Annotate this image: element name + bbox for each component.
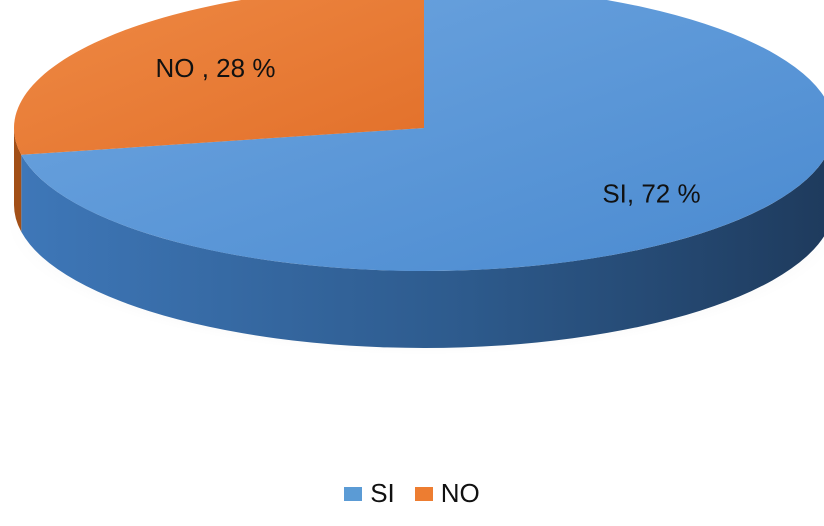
pie-data-labels: SI, 72 % NO , 28 % [156,53,701,209]
pie-top-face [14,0,824,271]
data-label-si: SI, 72 % [602,179,700,209]
pie-slice-no [14,0,424,155]
legend: SI NO [0,478,824,509]
data-label-no: NO , 28 % [156,53,276,83]
legend-item-no: NO [414,478,480,509]
pie-side-wall [14,128,824,348]
pie-slice-si [21,0,824,271]
pie-side-no [14,128,22,232]
legend-swatch-no [414,486,433,501]
legend-swatch-si [344,486,363,501]
legend-label-no: NO [440,478,480,508]
pie-side-si [21,154,824,348]
legend-item-si: SI [344,478,395,509]
legend-label-si: SI [370,478,395,508]
